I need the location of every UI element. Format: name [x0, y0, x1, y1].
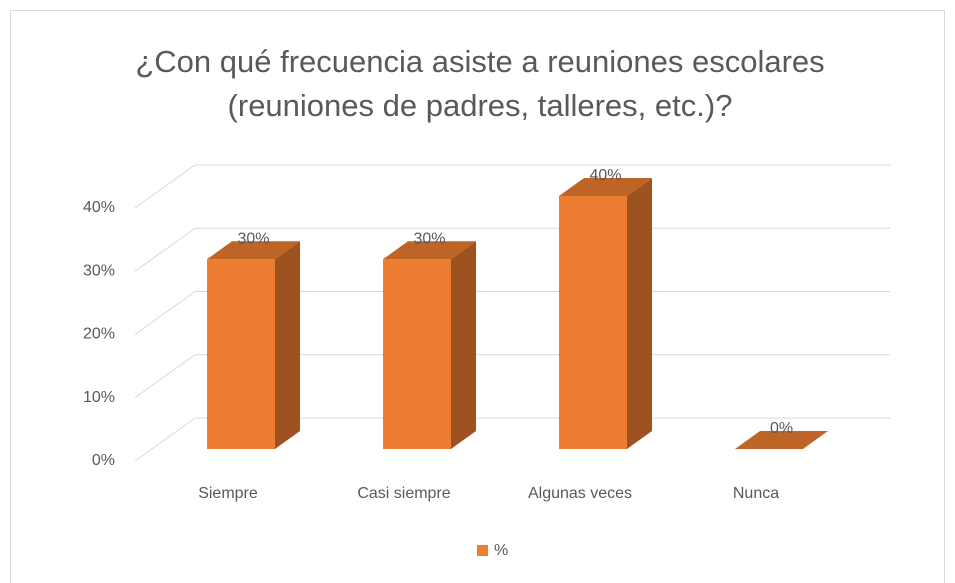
data-label: 0%	[770, 420, 793, 437]
grid-line	[134, 291, 196, 335]
y-tick-label: 0%	[92, 452, 115, 469]
grid-line	[134, 354, 196, 399]
data-label: 30%	[413, 230, 445, 247]
bar-top	[383, 241, 476, 260]
bar-side	[451, 241, 476, 449]
bar-side	[275, 241, 300, 449]
data-label: 30%	[237, 230, 269, 247]
bar-front	[383, 259, 451, 449]
grid-line	[134, 417, 196, 462]
bar-top	[207, 241, 300, 260]
y-tick-label: 20%	[83, 326, 115, 343]
data-label: 40%	[589, 167, 621, 184]
y-tick-label: 40%	[83, 199, 115, 216]
x-tick-label: Siempre	[198, 485, 258, 502]
bar-front	[207, 259, 275, 449]
legend-swatch	[477, 545, 488, 556]
bar-top	[735, 431, 828, 449]
y-tick-label: 30%	[83, 262, 115, 279]
grid-line	[134, 227, 196, 272]
legend-label: %	[494, 542, 508, 559]
grid-line	[134, 164, 196, 209]
x-tick-label: Algunas veces	[528, 485, 632, 502]
y-tick-label: 10%	[83, 389, 115, 406]
x-tick-label: Casi siempre	[357, 485, 450, 502]
chart-border	[10, 10, 945, 583]
chart-title: ¿Con qué frecuencia asiste a reuniones e…	[135, 44, 825, 123]
bar-side	[627, 178, 652, 449]
x-tick-label: Nunca	[733, 485, 779, 502]
bar-top	[559, 178, 652, 196]
bar-front	[559, 196, 627, 449]
